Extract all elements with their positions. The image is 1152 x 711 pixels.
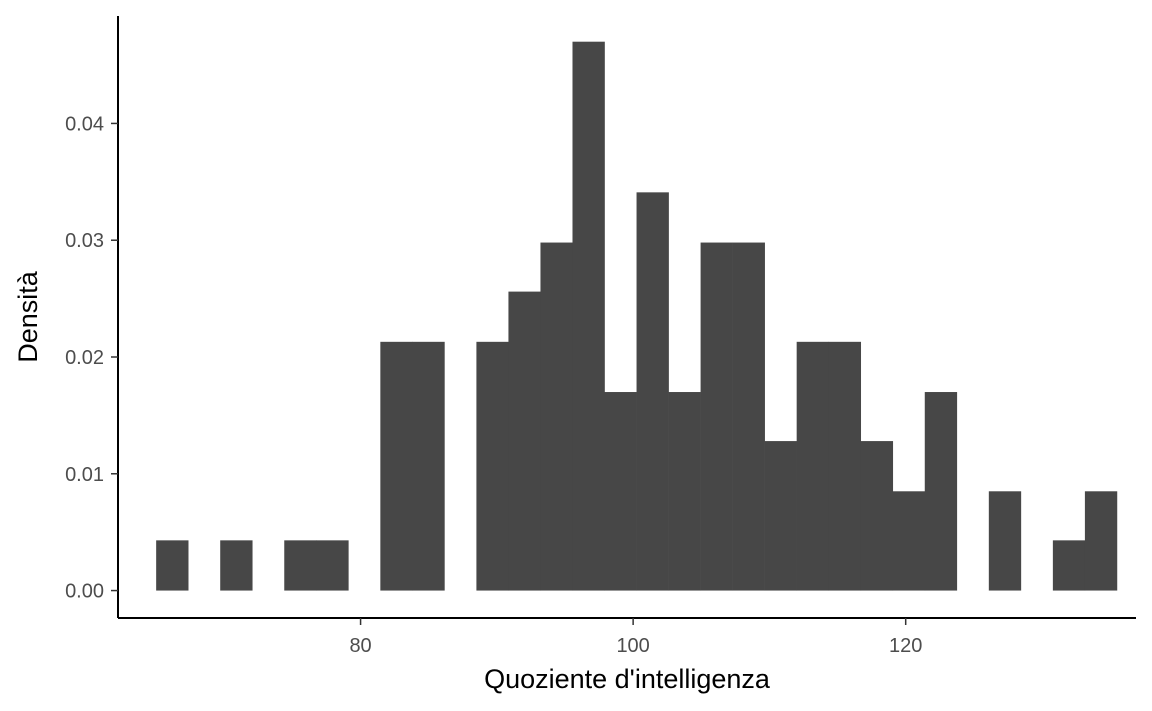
histogram-bar <box>732 242 765 591</box>
y-tick-label: 0.01 <box>65 464 104 486</box>
x-axis-title: Quoziente d'intelligenza <box>484 664 771 694</box>
histogram-bar <box>316 540 349 591</box>
histogram-bar <box>572 41 605 591</box>
histogram-bar <box>1052 540 1086 591</box>
histogram-bar <box>220 540 253 591</box>
histogram-bar <box>1084 491 1118 591</box>
histogram-bar <box>156 540 189 591</box>
histogram-bar <box>508 291 541 591</box>
x-tick-label: 80 <box>349 635 371 657</box>
histogram-bar <box>412 341 445 591</box>
x-tick-label: 120 <box>889 635 922 657</box>
histogram-bar <box>540 242 573 591</box>
histogram-bar <box>796 341 829 591</box>
histogram-bar <box>988 491 1022 591</box>
x-axis-ticks: 80 100 120 <box>349 618 922 657</box>
y-tick-label: 0.04 <box>65 113 104 135</box>
y-tick-label: 0.02 <box>65 347 104 369</box>
histogram-bar <box>892 491 926 591</box>
histogram-bar <box>764 441 797 591</box>
histogram-bar <box>476 341 509 591</box>
axes <box>117 16 1136 619</box>
histogram-bar <box>604 392 637 591</box>
histogram-bar <box>700 242 733 591</box>
y-axis-title: Densità <box>13 270 43 363</box>
histogram-bar <box>860 441 894 591</box>
histogram-bar <box>380 341 413 591</box>
histogram-bars <box>156 41 1118 591</box>
histogram-bar <box>284 540 317 591</box>
histogram-bar <box>668 392 701 591</box>
y-tick-label: 0.03 <box>65 230 104 252</box>
histogram-bar <box>924 392 958 591</box>
y-tick-label: 0.00 <box>65 581 104 603</box>
y-axis-ticks: 0.00 0.01 0.02 0.03 0.04 <box>65 113 118 603</box>
histogram-bar <box>828 341 862 591</box>
x-tick-label: 100 <box>616 635 649 657</box>
histogram-bar <box>636 192 669 591</box>
